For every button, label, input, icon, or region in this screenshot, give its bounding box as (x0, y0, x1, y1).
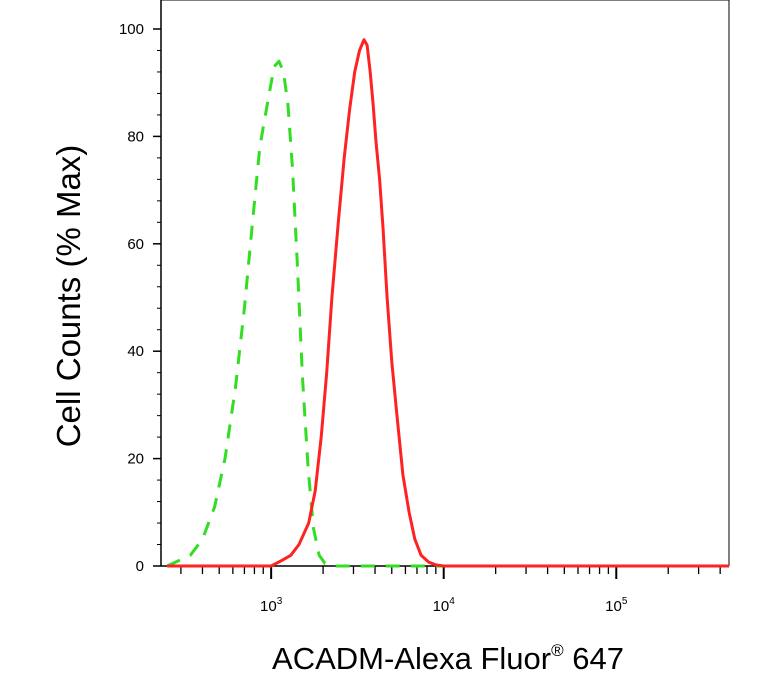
series-sample-solid-line (167, 38, 729, 568)
y-tick-label: 20 (127, 451, 144, 468)
x-tick-label: 105 (605, 596, 628, 615)
x-axis-label-registered-mark: ® (551, 641, 564, 660)
x-axis-label-main: ACADM-Alexa Fluor (272, 641, 551, 676)
x-axis-label: ACADM-Alexa Fluor® 647 (272, 641, 624, 676)
x-tick-label: 104 (433, 596, 456, 615)
y-tick-label: 0 (136, 558, 144, 575)
y-tick-label: 100 (119, 21, 144, 38)
y-tick-label: 60 (127, 236, 144, 253)
series-control-dashed-line (166, 59, 729, 568)
x-tick-label: 103 (260, 596, 283, 615)
y-axis-ticks: 0 20 40 60 80 100 (119, 21, 161, 575)
series-layer (166, 38, 729, 568)
x-axis-label-suffix: 647 (564, 641, 624, 676)
y-tick-label: 80 (127, 128, 144, 145)
y-tick-label: 40 (127, 343, 144, 360)
x-axis-ticks: 103 104 105 (180, 566, 721, 615)
y-axis-label: Cell Counts (% Max) (50, 145, 87, 448)
